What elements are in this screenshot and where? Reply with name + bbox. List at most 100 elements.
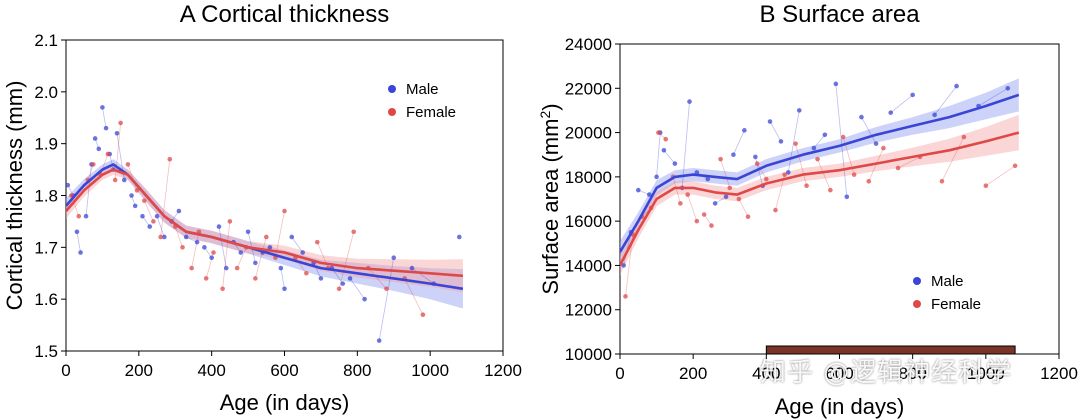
female-data-point	[1012, 163, 1018, 169]
female-data-point	[815, 156, 820, 162]
y-tick-label: 18000	[565, 168, 612, 187]
x-tick-label: 200	[125, 361, 153, 380]
female-data-point	[167, 156, 173, 162]
male-data-point	[731, 152, 736, 158]
female-data-point	[793, 141, 798, 146]
male-trajectory-line	[787, 110, 800, 173]
male-data-point	[376, 338, 382, 343]
plot-area	[620, 78, 1020, 299]
y-tick-label: 2.1	[34, 31, 58, 50]
legend: Male Female	[388, 81, 456, 121]
male-trajectory-line	[218, 226, 227, 269]
male-data-point	[954, 83, 959, 89]
male-data-point	[100, 105, 105, 110]
female-data-point	[851, 172, 857, 177]
male-trajectory-line	[934, 85, 957, 116]
y-tick-label: 1.6	[34, 290, 58, 309]
female-data-point	[663, 136, 669, 142]
female-trajectory-line	[720, 159, 731, 189]
male-trajectory-line	[861, 116, 877, 144]
female-data-point	[866, 178, 872, 184]
x-axis-label: Age (in days)	[220, 390, 350, 415]
y-tick-label: 12000	[565, 301, 612, 320]
male-data-point	[278, 265, 284, 271]
male-data-point	[723, 194, 729, 200]
male-data-point	[712, 201, 718, 206]
female-trajectory-line	[941, 136, 965, 182]
female-data-point	[211, 250, 216, 255]
x-tick-label: 0	[615, 364, 624, 383]
female-trajectory-line	[87, 164, 94, 181]
male-data-point	[646, 192, 652, 197]
female-data-point	[718, 156, 723, 162]
male-data-point	[409, 265, 415, 271]
male-data-point	[129, 193, 134, 198]
x-tick-label: 400	[197, 361, 225, 380]
female-data-point	[709, 223, 714, 228]
female-confidence-band	[620, 114, 1019, 276]
female-trajectory-line	[817, 158, 831, 191]
x-tick-label: 1000	[967, 364, 1005, 383]
male-data-point	[147, 224, 153, 229]
female-data-point	[773, 207, 778, 213]
female-data-point	[134, 188, 140, 193]
female-data-point	[754, 161, 760, 166]
male-data-point	[267, 245, 273, 250]
male-data-point	[103, 125, 109, 131]
male-trajectory-line	[656, 132, 661, 177]
male-trajectory-line	[769, 121, 782, 142]
female-data-point	[253, 276, 258, 281]
male-data-point	[300, 250, 306, 255]
female-data-point	[736, 196, 742, 202]
female-data-point	[656, 130, 661, 135]
female-data-point	[336, 286, 342, 292]
female-data-point	[91, 162, 96, 167]
male-data-point	[859, 114, 864, 120]
male-data-point	[183, 234, 189, 240]
female-trajectory-line	[174, 226, 183, 248]
male-trajectory-line	[663, 150, 676, 164]
male-trajectory-line	[978, 87, 1008, 107]
male-data-point	[661, 147, 667, 153]
male-data-point	[822, 132, 828, 138]
female-data-point	[895, 165, 901, 171]
female-data-point	[203, 276, 209, 281]
surface-area-chart: B Surface area10000120001400016000180002…	[540, 1, 1078, 419]
male-data-point	[209, 255, 214, 260]
male-data-point	[92, 136, 98, 141]
female-data-point	[694, 218, 700, 224]
female-data-point	[961, 134, 967, 140]
y-axis-label: Surface area (mm2)	[540, 103, 563, 294]
female-data-point	[105, 151, 111, 157]
male-data-point	[811, 145, 817, 151]
y-axis-label-text: Cortical thickness (mm)	[2, 81, 27, 311]
male-data-point	[223, 265, 229, 271]
female-data-point	[685, 192, 690, 197]
male-data-point	[282, 286, 287, 292]
x-tick-label: 400	[752, 364, 780, 383]
female-data-point	[151, 219, 156, 224]
x-axis-label: Age (in days)	[775, 394, 905, 419]
male-data-point	[66, 182, 71, 188]
male-data-point	[785, 170, 791, 175]
female-data-point	[227, 219, 233, 224]
legend-marker-male	[913, 277, 921, 285]
male-data-point	[132, 203, 138, 209]
female-data-point	[118, 120, 123, 126]
male-data-point	[154, 213, 160, 219]
male-data-point	[216, 224, 222, 229]
y-axis-label: Cortical thickness (mm)	[2, 81, 27, 311]
male-data-point	[621, 263, 626, 268]
male-data-point	[767, 119, 773, 124]
female-trajectory-line	[236, 247, 247, 269]
male-data-point	[340, 281, 346, 286]
female-trajectory-line	[275, 210, 285, 258]
male-data-point	[96, 146, 102, 152]
legend: Male Female	[913, 273, 981, 313]
female-trajectory-line	[738, 198, 749, 217]
x-tick-label: 600	[825, 364, 853, 383]
female-data-point	[189, 265, 194, 271]
male-trajectory-line	[733, 130, 745, 155]
female-trajectory-line	[127, 164, 138, 191]
female-fit-line	[66, 168, 463, 278]
